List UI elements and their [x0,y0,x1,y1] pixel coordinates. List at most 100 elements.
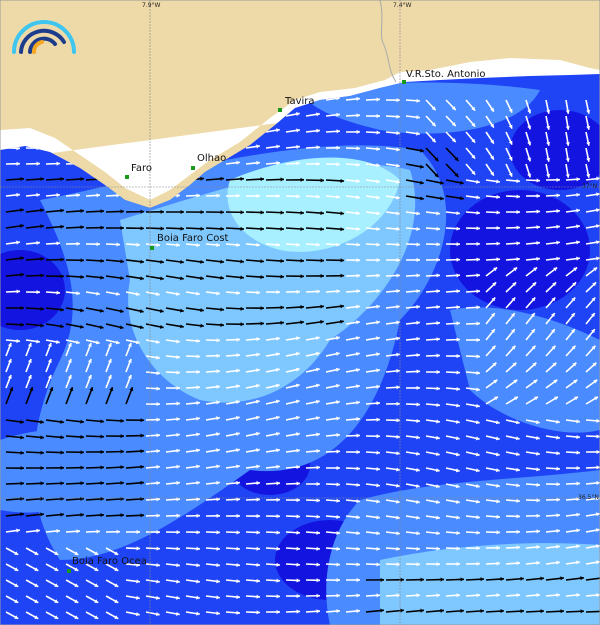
current-vector-arrow [445,386,461,392]
current-vector-arrow [545,466,561,471]
current-vector-arrow [165,339,180,344]
current-vector-arrow [585,99,591,114]
current-vector-arrow [25,419,44,424]
current-vector-arrow [185,400,201,406]
current-vector-arrow [565,419,580,424]
current-vector-arrow [425,546,441,551]
station-marker[interactable] [402,80,406,84]
current-vector-arrow [45,342,52,357]
current-vector-arrow [65,611,79,620]
current-vector-arrow [405,608,424,613]
current-vector-arrow [165,385,181,391]
current-vector-arrow [125,209,145,214]
current-vector-arrow [565,296,576,309]
current-vector-arrow [425,163,439,178]
current-vector-arrow [245,546,261,551]
current-vector-arrow [525,529,541,534]
current-vector-arrow [305,336,320,341]
buoy-marker-coastal[interactable] [150,246,154,250]
current-vector-arrow [345,384,360,389]
current-vector-arrow [345,515,361,520]
current-vector-arrow [65,579,79,588]
current-vector-arrow [485,467,500,473]
current-vector-arrow [125,342,132,357]
current-vector-arrow [385,257,401,263]
current-vector-arrow [425,483,440,489]
current-vector-arrow [405,179,424,185]
current-vector-arrow [565,177,581,182]
station-marker[interactable] [125,175,129,179]
current-vector-arrow [105,529,121,534]
current-vector-arrow [145,579,160,584]
current-vector-arrow [165,432,181,437]
current-vector-arrow [385,147,400,152]
current-vector-arrow [345,304,360,309]
current-vector-arrow [565,576,584,581]
current-vector-arrow [245,160,261,165]
current-vector-arrow [365,417,381,422]
current-vector-arrow [325,242,341,247]
current-vector-arrow [465,163,476,176]
current-vector-arrow [285,144,301,149]
current-vector-arrow [265,258,285,264]
current-vector-arrow [185,385,201,390]
current-vector-arrow [65,307,84,313]
current-vector-arrow [85,465,105,470]
current-vector-arrow [425,304,441,310]
current-vector-arrow [185,275,204,281]
current-vector-arrow [305,498,321,503]
current-vector-arrow [445,211,461,216]
current-vector-arrow [25,224,44,229]
current-vector-arrow [65,595,79,604]
current-vector-arrow [105,611,119,620]
current-vector-arrow [425,608,445,613]
station-marker[interactable] [278,108,282,112]
current-vector-arrow [545,345,557,357]
current-vector-arrow [325,562,341,567]
current-vector-arrow [305,399,320,405]
current-vector-arrow [285,258,305,263]
current-vector-arrow [345,129,361,134]
current-vector-arrow [465,99,476,112]
current-vector-arrow [265,320,285,325]
current-vector-arrow [205,563,221,568]
current-vector-arrow [165,611,180,616]
station-marker[interactable] [191,166,195,170]
current-vector-arrow [525,345,537,357]
current-vector-arrow [545,609,565,614]
current-vector-arrow [205,353,221,358]
current-vector-arrow [385,273,401,278]
current-vector-arrow [25,563,39,572]
current-vector-arrow [565,481,581,486]
current-vector-arrow [325,178,345,183]
current-vector-arrow [265,546,281,551]
current-vector-arrow [305,242,321,247]
current-vector-arrow [585,312,596,325]
current-vector-arrow [285,351,300,357]
current-vector-arrow [425,562,441,567]
current-vector-arrow [545,208,561,214]
current-vector-arrow [105,275,124,281]
current-vector-arrow [305,351,320,357]
current-vector-arrow [585,593,600,598]
current-vector-arrow [105,465,125,470]
current-vector-arrow [325,514,341,519]
current-vector-arrow [125,418,145,423]
current-vector-arrow [65,291,80,296]
current-vector-arrow [265,305,285,310]
current-vector-arrow [245,513,261,519]
current-vector-arrow [465,403,480,408]
current-vector-arrow [85,225,105,230]
current-vector-arrow [325,112,341,117]
buoy-marker-oceanic[interactable] [67,569,71,573]
current-vector-arrow [225,610,241,615]
current-vector-arrow [285,530,301,535]
current-vector-arrow [5,450,25,455]
current-vector-arrow [265,578,281,583]
lon-label: 7.9°W [142,2,161,9]
current-vector-arrow [265,290,281,295]
current-vector-arrow [85,611,99,620]
current-vector-arrow [545,281,557,293]
current-vector-arrow [465,515,481,520]
